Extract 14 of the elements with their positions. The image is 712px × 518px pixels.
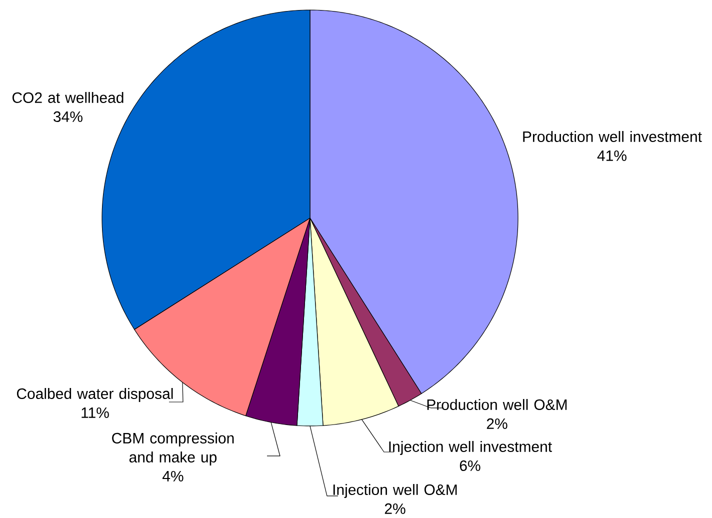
slice-label: Injection well O&M bbox=[333, 484, 457, 498]
data-label: 4% bbox=[162, 470, 184, 482]
data-label: 41% bbox=[597, 150, 626, 161]
data-label: 6% bbox=[460, 460, 480, 471]
slice-label: CO2 at wellhead bbox=[12, 92, 124, 103]
data-label: 2% bbox=[384, 503, 406, 514]
slice-label: Injection well investment bbox=[389, 440, 552, 455]
slice-label: Production well O&M bbox=[427, 399, 567, 410]
data-label: 34% bbox=[54, 111, 82, 122]
legend-label: CBM compression and make up bbox=[112, 432, 234, 466]
data-label: 2% bbox=[486, 418, 508, 429]
data-label: 11% bbox=[82, 407, 109, 418]
slice-label: Coalbed water disposal bbox=[16, 388, 173, 402]
slice-label: Production well investment bbox=[523, 131, 702, 142]
